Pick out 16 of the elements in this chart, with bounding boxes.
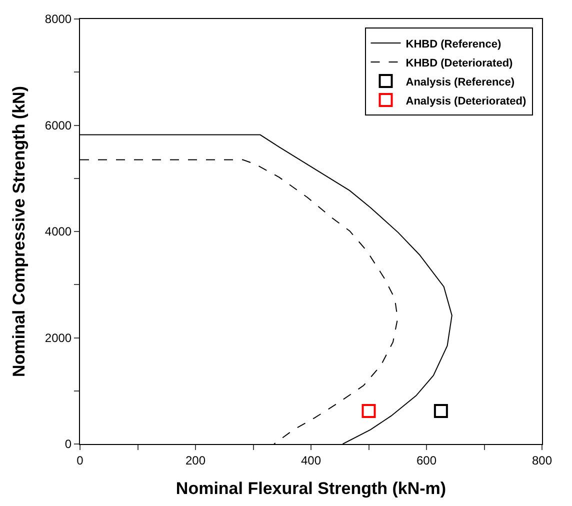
x-tick-label: 800 <box>532 453 552 468</box>
x-tick-label: 600 <box>416 453 437 468</box>
x-axis-title: Nominal Flexural Strength (kN-m) <box>176 478 446 498</box>
x-tick-label: 200 <box>185 453 206 468</box>
y-tick-label: 8000 <box>44 12 72 26</box>
legend-label: KHBD (Deteriorated) <box>406 57 514 70</box>
x-tick-label: 400 <box>300 453 322 468</box>
y-tick-label: 6000 <box>44 118 72 132</box>
legend-label: Analysis (Deteriorated) <box>406 95 527 108</box>
x-tick-label: 0 <box>76 453 84 468</box>
y-axis-title: Nominal Compressive Strength (kN) <box>9 86 28 377</box>
legend-label: Analysis (Reference) <box>406 76 515 88</box>
legend-label: KHBD (Reference) <box>406 38 502 50</box>
y-tick-label: 2000 <box>44 330 72 345</box>
y-tick-label: 4000 <box>44 224 72 239</box>
y-tick-label: 0 <box>64 437 72 452</box>
